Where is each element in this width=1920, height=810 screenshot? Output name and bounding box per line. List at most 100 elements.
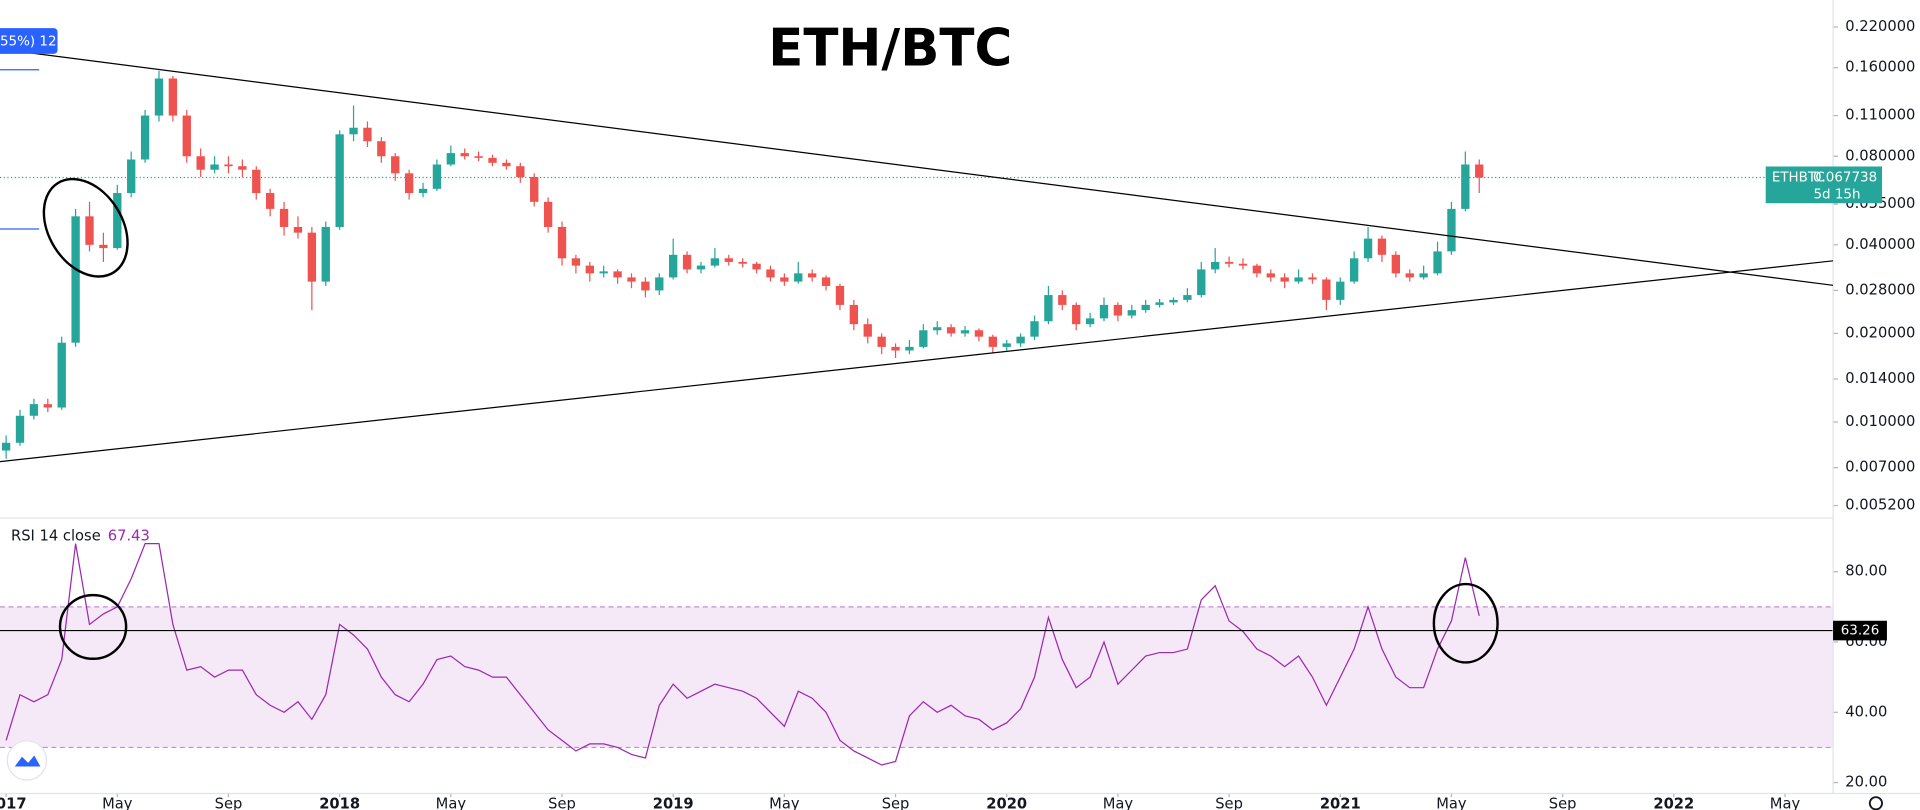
x-tick-label: May xyxy=(1436,795,1467,810)
candle-body xyxy=(474,156,483,158)
annotation-ellipse xyxy=(1432,582,1499,664)
candle-body xyxy=(502,162,511,167)
candle-body xyxy=(1475,164,1484,178)
candle-body xyxy=(863,324,872,337)
candle-body xyxy=(724,258,733,262)
candle-body xyxy=(210,164,219,170)
candle-body xyxy=(127,159,136,194)
candle-body xyxy=(585,265,594,274)
candle-body xyxy=(1266,273,1275,278)
annotation-ellipse xyxy=(42,177,129,278)
candle-body xyxy=(669,254,678,278)
candle-body xyxy=(1280,277,1289,282)
rsi-value: 67.43 xyxy=(108,527,150,544)
candle-body xyxy=(627,277,636,282)
candle-body xyxy=(1294,277,1303,282)
candle-body xyxy=(516,166,525,178)
candle-body xyxy=(321,226,330,282)
corner-label: 55%) 123072 xyxy=(0,35,91,50)
candle-body xyxy=(1447,208,1456,252)
candle-body xyxy=(377,141,386,157)
candle-body xyxy=(1113,304,1123,316)
candle-body xyxy=(293,226,303,233)
candle-body xyxy=(1252,265,1262,274)
candle-body xyxy=(766,269,775,278)
logo[interactable] xyxy=(6,740,48,781)
x-tick-label: May xyxy=(102,795,133,810)
candle-body xyxy=(655,277,664,291)
candle-body xyxy=(557,226,567,259)
candle-body xyxy=(891,346,900,351)
chart-title: ETH/BTC xyxy=(768,18,1012,78)
candle-body xyxy=(391,156,400,174)
rsi-tick-label: 80.00 xyxy=(1845,563,1887,580)
candle-body xyxy=(1336,281,1345,300)
candle-body xyxy=(933,327,942,331)
y-tick-label: 0.028000 xyxy=(1845,281,1915,298)
level-box xyxy=(1833,620,1887,641)
annotation-ellipse xyxy=(58,593,128,660)
candle-body xyxy=(1349,258,1359,282)
y-tick-label: 0.014000 xyxy=(1845,370,1915,387)
candle-body xyxy=(182,115,191,157)
rsi-title: RSI 14 close xyxy=(11,527,101,544)
candle-body xyxy=(1141,304,1150,311)
candle-body xyxy=(1391,254,1401,274)
candle-body xyxy=(1211,261,1220,270)
candle-body xyxy=(1016,336,1025,344)
x-tick-label: Sep xyxy=(548,795,576,810)
candle-body xyxy=(1322,279,1331,300)
candle-body xyxy=(530,177,539,202)
x-tick-label: May xyxy=(1103,795,1134,810)
candle-body xyxy=(1169,299,1178,303)
candle-body xyxy=(1,442,11,451)
y-tick-label: 0.160000 xyxy=(1845,59,1915,76)
candle-body xyxy=(1072,304,1081,325)
candle-body xyxy=(85,216,94,245)
candle-body xyxy=(1405,273,1414,278)
candle-body xyxy=(154,78,164,116)
candle-body xyxy=(307,232,317,282)
candle-body xyxy=(196,156,205,170)
candle-body xyxy=(1363,238,1373,259)
candle-body xyxy=(752,263,761,270)
x-tick-label: 2018 xyxy=(319,795,360,810)
rsi-band xyxy=(0,606,1834,748)
candle-body xyxy=(43,404,52,408)
candle-body xyxy=(849,304,859,325)
candle-body xyxy=(446,153,455,165)
candle-body xyxy=(919,330,928,347)
corner-label-box xyxy=(0,28,58,54)
y-tick-label: 0.007000 xyxy=(1845,459,1915,476)
candle-body xyxy=(252,169,261,194)
candle-body xyxy=(738,261,747,264)
candle-body xyxy=(460,153,469,157)
y-tick-label: 0.080000 xyxy=(1845,147,1915,164)
candle-body xyxy=(696,265,706,270)
candle-body xyxy=(349,127,358,135)
x-tick-label: Sep xyxy=(1549,795,1577,810)
candle-body xyxy=(363,127,372,142)
last-price-label: 0.067738 xyxy=(1813,171,1877,186)
candle-body xyxy=(1197,269,1206,296)
candle-body xyxy=(1155,302,1164,305)
candle-body xyxy=(807,273,817,278)
y-tick-label: 0.005200 xyxy=(1845,497,1915,514)
candle-body xyxy=(599,271,608,274)
candle-body xyxy=(1099,304,1109,319)
countdown-label: 5d 15h xyxy=(1813,188,1860,203)
x-tick-label: Sep xyxy=(1215,795,1243,810)
candle-body xyxy=(641,281,650,291)
settings-icon[interactable] xyxy=(1868,796,1883,810)
candle-body xyxy=(488,157,497,163)
x-tick-label: May xyxy=(436,795,467,810)
candle-body xyxy=(1002,343,1011,347)
candle-body xyxy=(821,277,831,286)
candle-body xyxy=(835,285,845,305)
candle-body xyxy=(682,254,692,270)
x-tick-label: 2017 xyxy=(0,795,27,810)
candle-body xyxy=(1308,277,1317,280)
candle-body xyxy=(99,244,108,249)
x-tick-label: 2020 xyxy=(986,795,1027,810)
